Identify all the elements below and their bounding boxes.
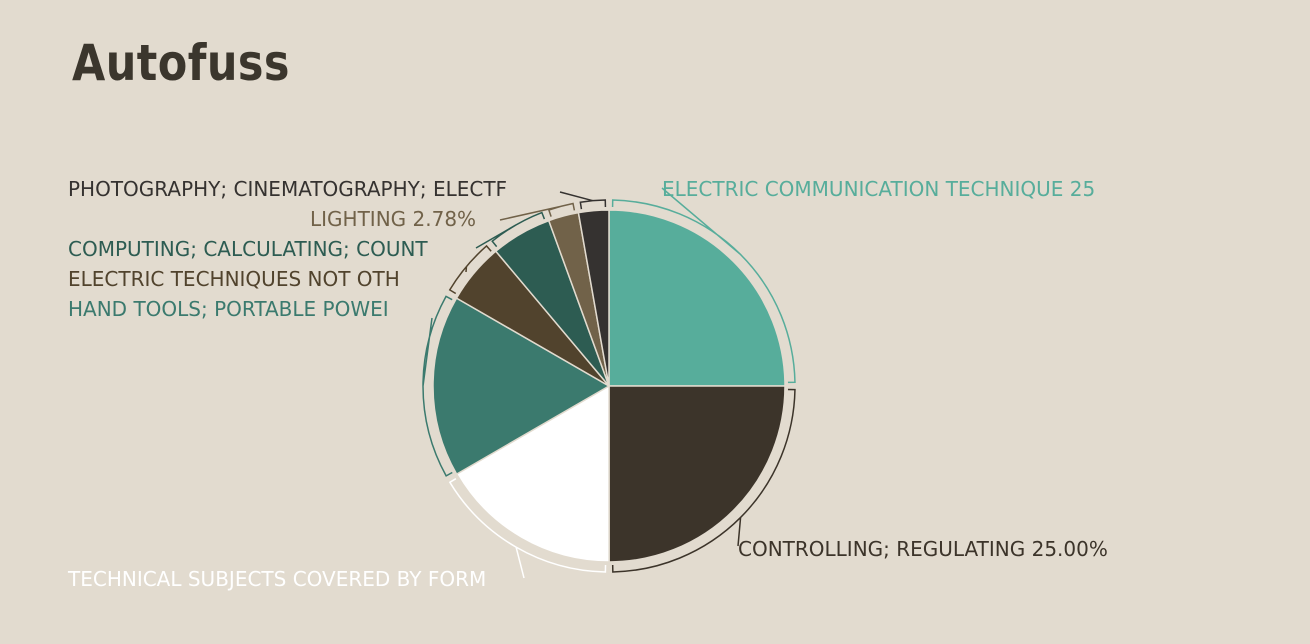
pie-slice-hand-tools-portable-power-driven-tools[interactable] xyxy=(432,297,611,476)
pie-slice-photography-cinematography-electrography[interactable] xyxy=(577,209,610,387)
pie-slice-electric-communication-technique[interactable] xyxy=(608,209,786,387)
leader-line-technical-subjects-covered-by-former xyxy=(448,478,607,579)
slice-label-controlling-regulating: CONTROLLING; REGULATING 25.00% xyxy=(738,537,1108,561)
slice-label-technical-subjects-covered-by-former: TECHNICAL SUBJECTS COVERED BY FORM xyxy=(67,567,486,591)
pie-slice-controlling-regulating[interactable] xyxy=(608,385,786,563)
leader-line-lighting xyxy=(499,202,576,221)
leader-line-photography-cinematography-electrography xyxy=(559,191,607,210)
leader-line-computing-calculating-counting xyxy=(475,211,546,249)
label-leader-lines xyxy=(422,187,796,579)
slice-label-hand-tools-portable-power-driven-tools: HAND TOOLS; PORTABLE POWEI xyxy=(68,297,389,321)
leader-line-electric-techniques-not-otherwise-provided-for xyxy=(448,244,492,295)
pie-slice-technical-subjects-covered-by-former[interactable] xyxy=(455,384,610,563)
leader-line-hand-tools-portable-power-driven-tools xyxy=(422,295,453,477)
pie-slices xyxy=(432,209,786,563)
slice-label-electric-communication-technique: ELECTRIC COMMUNICATION TECHNIQUE 25 xyxy=(662,177,1095,201)
leader-line-controlling-regulating xyxy=(611,388,796,573)
chart-title: Autofuss xyxy=(72,34,290,92)
slice-label-photography-cinematography-electrography: PHOTOGRAPHY; CINEMATOGRAPHY; ELECTF xyxy=(68,177,507,201)
leader-line-electric-communication-technique xyxy=(611,187,796,384)
slice-label-lighting: LIGHTING 2.78% xyxy=(310,207,476,231)
slice-label-computing-calculating-counting: COMPUTING; CALCULATING; COUNT xyxy=(68,237,428,261)
slice-labels: ELECTRIC COMMUNICATION TECHNIQUE 25 CONTR… xyxy=(67,177,1108,591)
slice-label-electric-techniques-not-otherwise-provided-for: ELECTRIC TECHNIQUES NOT OTH xyxy=(68,267,400,291)
